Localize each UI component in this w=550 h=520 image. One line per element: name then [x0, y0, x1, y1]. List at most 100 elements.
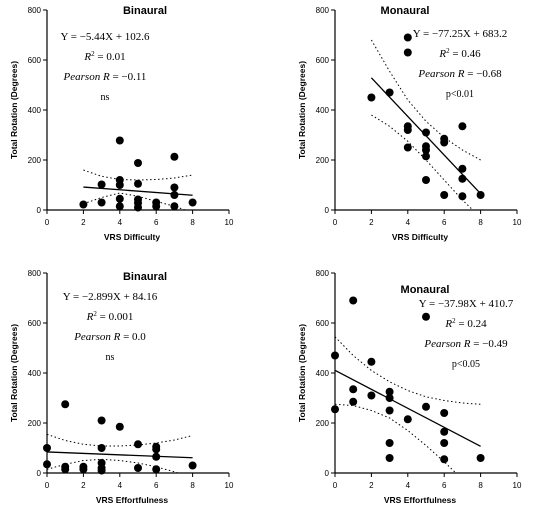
- regression-equation: Y = −5.44X + 102.6: [60, 31, 150, 43]
- pearson-value: = −0.49: [470, 338, 508, 350]
- data-point: [367, 391, 376, 400]
- y-tick-label: 0: [37, 206, 42, 215]
- data-point: [134, 203, 142, 212]
- r-squared-value: = 0.001: [97, 311, 133, 323]
- data-point: [385, 406, 394, 415]
- data-point: [422, 128, 430, 137]
- y-tick-label: 200: [316, 419, 330, 428]
- chart-panel-4: 0 2 4 6 8 10 0 200 400 600 800 VRS Effortfulness Tot…: [297, 269, 522, 505]
- data-point: [422, 176, 430, 184]
- x-tick-label: 0: [45, 481, 50, 490]
- y-axis-label: Total Rotation (Degrees): [297, 61, 307, 159]
- data-point: [134, 179, 142, 188]
- data-point: [152, 452, 161, 461]
- data-point: [385, 439, 394, 447]
- regression-equation: Y = −77.25X + 683.2: [413, 28, 508, 40]
- confidence-band-upper: [47, 433, 193, 447]
- y-tick-label: 400: [28, 369, 42, 378]
- data-point: [440, 409, 449, 417]
- regression-equation: Y = −37.98X + 410.7: [419, 298, 514, 310]
- r-squared-value: = 0.01: [95, 51, 126, 63]
- y-tick-label: 400: [28, 106, 42, 115]
- data-point: [170, 152, 179, 161]
- y-tick-label: 400: [316, 106, 330, 115]
- data-point: [403, 415, 412, 424]
- r-squared-value: = 0.24: [456, 318, 487, 330]
- data-point: [79, 465, 88, 474]
- x-tick-label: 8: [190, 481, 195, 490]
- x-tick-label: 6: [442, 218, 447, 227]
- data-point: [115, 194, 124, 203]
- data-point: [422, 312, 430, 321]
- data-point: [152, 445, 161, 454]
- y-tick-label: 600: [316, 56, 330, 65]
- data-point: [134, 440, 142, 449]
- data-point: [440, 439, 449, 447]
- x-axis-label: VRS Effortfulness: [384, 495, 457, 505]
- x-tick-label: 6: [154, 218, 159, 227]
- data-point: [422, 146, 430, 154]
- chart-panel-2: 0 2 4 6 8 10 0 200 400 600 800 VRS Difficulty Total …: [297, 5, 522, 242]
- x-tick-label: 10: [513, 218, 522, 227]
- y-tick-label: 800: [28, 269, 42, 278]
- data-point: [43, 460, 51, 469]
- r-squared-superscript: 2: [93, 310, 97, 318]
- data-point: [97, 466, 106, 475]
- pearson-annotation: Pearson R = −0.68: [417, 68, 502, 80]
- data-point: [440, 138, 449, 147]
- x-tick-label: 6: [154, 481, 159, 490]
- data-point: [115, 422, 124, 431]
- y-tick-label: 600: [316, 319, 330, 328]
- data-point: [440, 455, 449, 464]
- y-tick-label: 600: [28, 319, 42, 328]
- y-axis-label: Total Rotation (Degrees): [9, 324, 19, 422]
- data-point: [97, 416, 106, 425]
- data-point: [385, 88, 394, 97]
- data-point: [331, 351, 339, 360]
- data-point: [188, 198, 197, 207]
- y-tick-label: 800: [316, 6, 330, 15]
- data-point: [170, 202, 179, 211]
- data-point: [422, 402, 430, 411]
- data-point: [115, 202, 124, 211]
- data-point: [170, 183, 179, 192]
- data-point: [458, 122, 467, 131]
- y-tick-label: 200: [28, 419, 42, 428]
- regression-equation: Y = −2.899X + 84.16: [63, 291, 158, 303]
- confidence-band-upper: [83, 169, 193, 181]
- data-point: [403, 48, 412, 57]
- x-tick-label: 10: [513, 481, 522, 490]
- x-tick-label: 2: [81, 481, 86, 490]
- regression-line: [334, 369, 481, 447]
- r-squared-superscript: 2: [452, 317, 456, 325]
- data-point: [403, 126, 412, 134]
- pearson-annotation: Pearson R = −0.49: [423, 338, 508, 350]
- data-point: [349, 296, 358, 305]
- data-point: [422, 152, 430, 161]
- confidence-band-lower: [335, 403, 457, 473]
- pearson-value: = −0.11: [110, 71, 147, 83]
- x-axis-label: VRS Effortfulness: [96, 495, 169, 505]
- pearson-label: Pearson R: [63, 71, 110, 83]
- regression-line: [46, 451, 193, 459]
- data-point: [367, 357, 376, 366]
- data-point: [61, 400, 70, 409]
- r-squared-superscript: 2: [446, 47, 450, 55]
- chart-title: Binaural: [123, 5, 167, 17]
- data-point: [458, 174, 467, 183]
- r-squared-annotation: R2 = 0.01: [83, 50, 125, 63]
- x-tick-label: 2: [81, 218, 86, 227]
- significance-label: ns: [101, 92, 110, 103]
- data-point: [331, 405, 339, 414]
- chart-title: Binaural: [123, 271, 167, 283]
- confidence-band-upper: [335, 336, 481, 405]
- x-tick-label: 2: [369, 481, 374, 490]
- data-point: [403, 143, 412, 152]
- data-point: [385, 387, 394, 396]
- data-point: [79, 200, 88, 209]
- r-squared-annotation: R2 = 0.001: [86, 310, 134, 323]
- r-symbol: R: [86, 311, 94, 323]
- r-symbol: R: [444, 318, 452, 330]
- data-point: [115, 136, 124, 145]
